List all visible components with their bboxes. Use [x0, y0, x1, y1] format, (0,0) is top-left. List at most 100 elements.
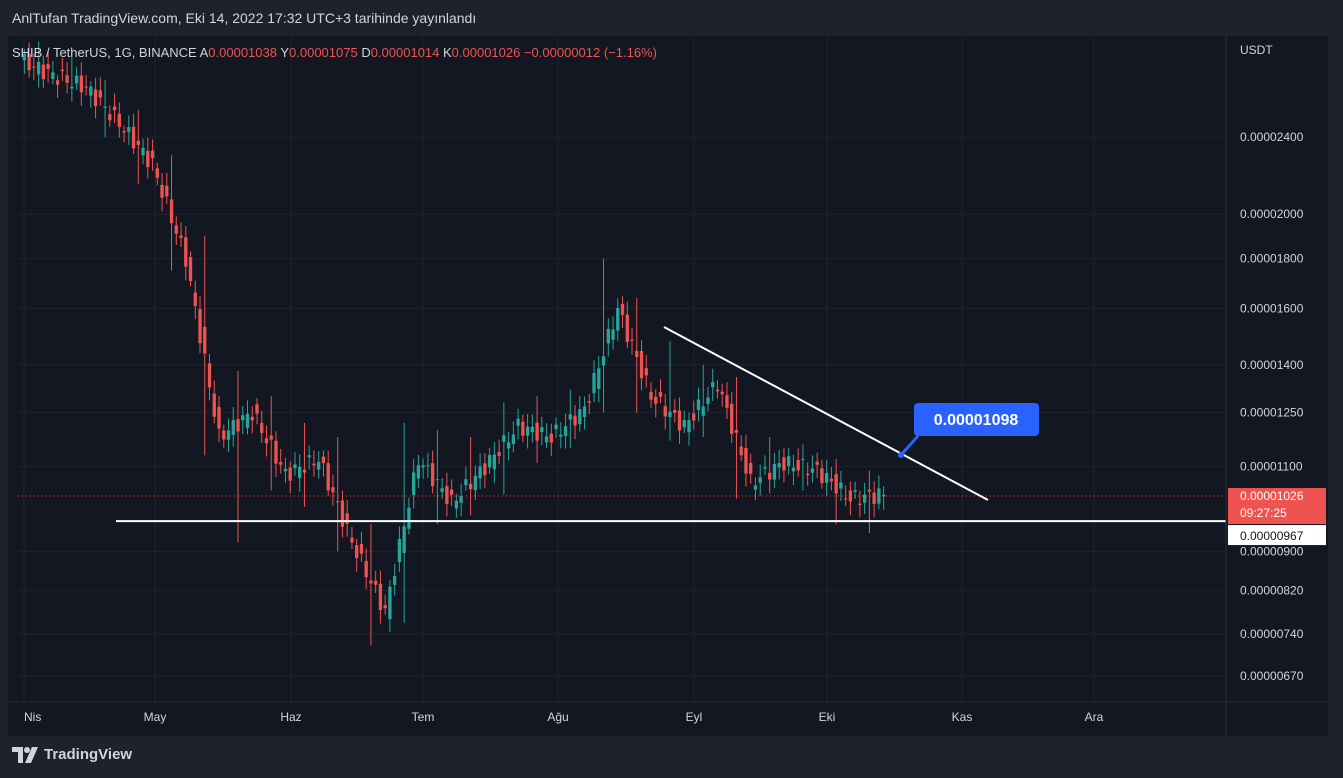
candle-body	[768, 472, 772, 480]
candle-body	[578, 409, 582, 425]
candle-body	[426, 465, 430, 467]
candle-body	[592, 372, 596, 394]
candle-body	[331, 487, 335, 493]
current-price-label: 0.00001026	[1240, 489, 1304, 503]
candle-body	[236, 419, 240, 432]
y-tick-label: 0.00000670	[1240, 669, 1304, 683]
candle-body	[573, 415, 577, 426]
candle-body	[131, 126, 136, 149]
candle-body	[568, 414, 572, 420]
published-header: AnlTufan TradingView.com, Eki 14, 2022 1…	[12, 10, 476, 26]
candle-body	[597, 368, 601, 389]
candle-body	[867, 489, 872, 492]
candle-body	[165, 185, 169, 197]
candle-body	[744, 448, 748, 474]
candle-body	[302, 469, 307, 473]
candle-body	[749, 463, 753, 474]
candle-body	[820, 468, 824, 483]
candle-body	[787, 456, 791, 466]
candle-body	[843, 498, 848, 500]
candle-body	[853, 490, 857, 492]
candle-body	[796, 459, 800, 471]
candle-body	[55, 80, 60, 85]
candle-body	[127, 127, 131, 132]
candle-body	[587, 401, 591, 403]
candle-body	[22, 53, 27, 61]
candle-body	[217, 406, 221, 429]
candle-body	[32, 66, 36, 68]
candle-body	[483, 463, 487, 476]
y-tick-label: 0.00000900	[1240, 544, 1304, 558]
candle-body	[440, 488, 444, 492]
candle-body	[701, 406, 705, 416]
chart-panel[interactable]: 0.00001098 USDT 0.00002400 0.00002000 0.0000…	[8, 36, 1328, 736]
candle-body	[79, 75, 84, 93]
candle-body	[288, 467, 292, 481]
candle-body	[312, 463, 316, 466]
candle-body	[392, 576, 397, 585]
candle-body	[245, 413, 250, 428]
candle-body	[872, 492, 876, 504]
x-tick-label: Eki	[819, 710, 836, 724]
candle-body	[255, 404, 259, 414]
candle-body	[487, 454, 492, 468]
candle-body	[445, 486, 449, 504]
candle-body	[241, 415, 245, 421]
candle-body	[806, 473, 810, 476]
candle-body	[454, 500, 459, 509]
candle-body	[250, 416, 254, 421]
candle-body	[340, 500, 345, 527]
candle-body	[65, 75, 69, 83]
candle-body	[506, 442, 511, 449]
candle-body	[540, 427, 544, 433]
x-tick-label: May	[144, 710, 167, 724]
candle-body	[407, 507, 411, 529]
candle-body	[687, 420, 691, 433]
tradingview-logo-icon	[12, 746, 38, 763]
candle-body	[108, 114, 112, 121]
candle-body	[644, 368, 648, 376]
x-tick-label: Eyl	[686, 710, 703, 724]
candle-body	[468, 483, 473, 490]
callout-label: 0.00001098	[934, 412, 1019, 429]
candle-body	[378, 583, 383, 610]
candle-body	[350, 537, 354, 543]
candle-body	[492, 454, 497, 470]
candle-body	[212, 393, 216, 417]
candle-body	[226, 430, 231, 440]
candle-body	[758, 477, 762, 483]
callout-anchor	[898, 452, 904, 458]
candle-body	[516, 418, 520, 426]
candle-body	[364, 560, 368, 578]
candle-body	[682, 420, 686, 428]
current-price-badge	[1228, 488, 1326, 525]
candle-body	[459, 496, 463, 503]
candle-body	[326, 463, 330, 491]
candle-body	[777, 463, 781, 468]
candle-body	[582, 406, 587, 418]
support-price-label: 0.00000967	[1240, 529, 1304, 543]
candle-body	[464, 479, 468, 486]
candle-body	[711, 382, 715, 388]
candle-body	[753, 485, 758, 490]
candle-body	[502, 435, 506, 442]
y-axis-unit: USDT	[1240, 43, 1273, 57]
candle-body	[103, 106, 107, 108]
x-tick-label: Haz	[280, 710, 301, 724]
footer-brand[interactable]: TradingView	[12, 746, 132, 763]
candle-body	[336, 501, 340, 503]
candle-body	[673, 409, 677, 413]
candle-body	[635, 350, 639, 358]
candle-body	[359, 543, 364, 554]
ohlc-legend: SHIB / TetherUS, 1G, BINANCE A0.00001038…	[12, 45, 657, 60]
candle-body	[435, 479, 440, 481]
candle-body	[739, 446, 743, 456]
candle-body	[668, 411, 672, 418]
candle-body	[862, 494, 867, 503]
candle-body	[279, 462, 283, 465]
countdown-label: 09:27:25	[1240, 506, 1287, 520]
x-tick-label: Nis	[24, 710, 41, 724]
candlestick-chart[interactable]: 0.00001098 USDT 0.00002400 0.00002000 0.0000…	[8, 36, 1328, 736]
y-tick-label: 0.00000740	[1240, 627, 1304, 641]
candle-body	[70, 86, 74, 89]
